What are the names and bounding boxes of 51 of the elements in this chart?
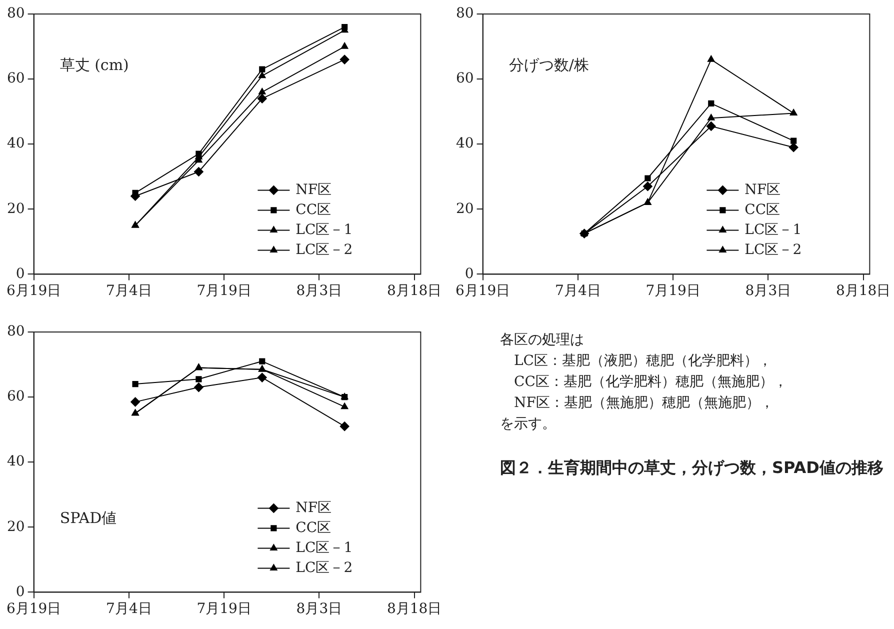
x-tick-label: 8月18日 [386,601,442,618]
x-tick-label: 7月19日 [196,283,252,300]
x-tick-label: 7月4日 [106,283,152,300]
y-tick-label: 60 [456,70,474,87]
text: を示す。 [500,415,557,434]
legend-label: LC区－2 [296,242,353,258]
legend-label: LC区－2 [296,560,353,576]
legend-label: LC区－1 [296,222,353,238]
y-axis-title: SPAD値 [60,509,117,528]
x-tick-label: 8月18日 [386,283,442,300]
legend-label: LC区－2 [744,242,802,258]
text: LC区：基肥（液肥）穂肥（化学肥料）， [513,352,774,371]
y-tick-label: 40 [6,454,25,470]
y-tick-label: 20 [6,200,25,217]
text: 図２．生育期間中の草丈，分げつ数，SPAD値の推移 [500,457,884,479]
y-tick-label: 20 [6,518,25,535]
y-tick-label: 60 [6,388,25,405]
x-tick-label: 8月18日 [836,283,891,300]
legend-label: NF区 [296,500,332,516]
legend-label: NF区 [296,182,332,198]
x-tick-label: 7月19日 [196,601,252,618]
legend-label: CC区 [296,202,332,218]
y-tick-label: 80 [456,6,474,22]
x-tick-label: 6月19日 [6,601,62,618]
x-tick-label: 6月19日 [455,283,510,300]
y-tick-label: 40 [6,136,25,152]
x-tick-label: 8月3日 [745,283,792,300]
y-tick-label: 80 [6,324,25,340]
y-tick-label: 0 [16,266,25,282]
y-axis-title: 草丈 (cm) [60,56,129,74]
y-tick-label: 60 [6,70,25,87]
text: 各区の処理は [500,331,585,350]
legend-label: CC区 [744,202,780,218]
y-tick-label: 0 [464,266,474,282]
y-axis-title: 分げつ数/株 [508,56,589,74]
legend-label: LC区－1 [296,540,353,556]
y-tick-label: 40 [456,136,474,152]
x-tick-label: 7月4日 [106,601,152,618]
text: CC区：基肥（化学肥料）穂肥（無施肥）， [513,373,788,392]
y-tick-label: 20 [456,200,474,217]
y-tick-label: 0 [16,584,25,600]
x-tick-label: 7月4日 [555,283,601,300]
x-tick-label: 7月19日 [646,283,700,300]
y-tick-label: 80 [6,6,25,22]
x-tick-label: 8月3日 [296,601,342,618]
x-tick-label: 6月19日 [6,283,62,300]
legend-label: CC区 [296,520,332,536]
legend-label: LC区－1 [744,222,802,238]
text: NF区：基肥（無施肥）穂肥（無施肥）， [513,394,775,413]
legend-label: NF区 [744,182,781,198]
x-tick-label: 8月3日 [296,283,342,300]
